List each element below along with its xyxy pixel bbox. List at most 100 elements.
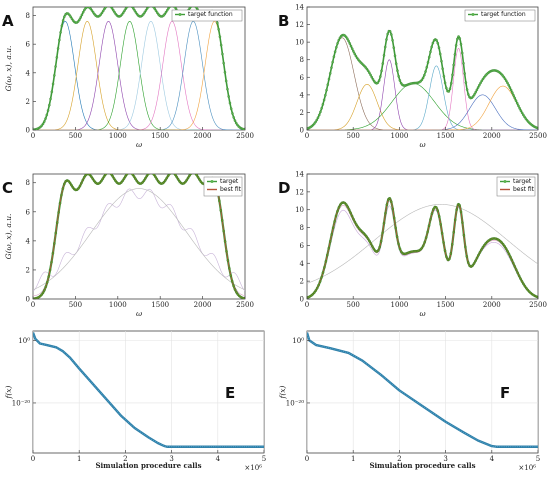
data-point xyxy=(350,214,354,218)
series-line-highlight xyxy=(33,332,264,448)
data-point xyxy=(426,230,429,234)
data-point xyxy=(355,56,359,60)
data-point xyxy=(437,215,441,218)
panel-letter: F xyxy=(500,384,510,402)
x-tick-label: 0 xyxy=(305,301,309,309)
data-point xyxy=(337,38,341,42)
data-point xyxy=(328,72,332,75)
data-point xyxy=(432,208,435,211)
x-tick-label: 4 xyxy=(216,455,221,463)
series-markers xyxy=(307,197,538,299)
data-point xyxy=(346,205,349,209)
data-point xyxy=(354,54,358,58)
data-point xyxy=(377,79,381,82)
y-tick-label: 12 xyxy=(295,188,304,196)
data-point xyxy=(112,8,115,12)
data-point xyxy=(170,7,172,8)
data-point xyxy=(376,81,380,84)
y-tick-label: 2 xyxy=(26,266,30,274)
data-point xyxy=(314,120,317,124)
data-point xyxy=(106,7,108,8)
component-line xyxy=(307,94,538,130)
data-point xyxy=(391,207,394,211)
data-point xyxy=(475,88,479,92)
chart-panel-a: 0 500 1000 1500 2000 2500 0 2 4 6 8 ω G(ω, x), a.u. A… xyxy=(2,6,254,149)
data-point xyxy=(111,174,114,178)
data-point xyxy=(316,116,320,119)
data-point xyxy=(372,247,376,251)
x-tick-label: 2 xyxy=(397,455,401,463)
data-point xyxy=(440,59,443,63)
data-point xyxy=(430,212,434,215)
data-point xyxy=(51,251,55,255)
component-line xyxy=(33,21,245,130)
data-point xyxy=(366,69,370,73)
legend-entry: best fit xyxy=(513,186,535,193)
data-point xyxy=(395,235,399,238)
data-point xyxy=(228,267,231,270)
data-point xyxy=(386,32,389,36)
data-point xyxy=(420,246,424,250)
data-point xyxy=(317,113,321,117)
data-point xyxy=(132,7,135,10)
data-point xyxy=(57,211,60,214)
data-point xyxy=(317,283,320,287)
x-tick-label: 0 xyxy=(31,132,35,140)
data-point xyxy=(384,211,387,215)
data-point xyxy=(53,242,56,245)
x-tick-label: 0 xyxy=(305,455,309,463)
data-point xyxy=(232,116,235,119)
data-point xyxy=(68,13,71,17)
y-tick-label: 0 xyxy=(26,296,30,304)
data-point xyxy=(188,174,191,177)
data-point xyxy=(475,256,479,260)
data-point xyxy=(461,221,464,224)
data-point xyxy=(326,83,330,86)
data-point xyxy=(174,174,177,177)
component-line xyxy=(33,21,245,130)
data-point xyxy=(459,43,463,46)
data-point xyxy=(48,103,51,107)
x-tick-label: 4 xyxy=(490,455,495,463)
data-point xyxy=(63,182,66,186)
component-line xyxy=(33,21,245,130)
data-point xyxy=(438,52,442,56)
component-line xyxy=(33,21,245,130)
data-point xyxy=(467,93,470,96)
data-point xyxy=(54,231,58,235)
data-point xyxy=(522,113,525,117)
data-point xyxy=(453,53,457,56)
data-point xyxy=(353,52,356,56)
data-point xyxy=(109,7,110,8)
data-point xyxy=(123,9,126,12)
x-axis-label: ω xyxy=(136,309,142,318)
data-point xyxy=(79,16,82,19)
data-point xyxy=(478,83,481,87)
data-point xyxy=(431,41,435,45)
y-tick-label: 10 xyxy=(295,206,304,214)
x-tick-label: 1500 xyxy=(437,132,455,140)
data-point xyxy=(89,7,92,11)
data-point xyxy=(231,112,234,115)
data-point xyxy=(43,120,46,123)
data-point xyxy=(98,181,102,185)
data-point xyxy=(90,9,94,12)
data-point xyxy=(369,242,373,245)
panel-letter: E xyxy=(225,384,235,402)
y-tick-label: 10⁻²⁰ xyxy=(286,399,304,407)
data-point xyxy=(333,50,337,54)
x-exponent: ×10⁶ xyxy=(518,464,536,472)
data-point xyxy=(50,260,53,264)
data-point xyxy=(420,78,424,82)
data-point xyxy=(226,87,229,91)
data-point xyxy=(398,79,402,82)
data-point xyxy=(55,56,59,59)
data-point xyxy=(507,252,511,256)
x-tick-label: 5 xyxy=(536,455,540,463)
data-point xyxy=(312,291,316,294)
data-point xyxy=(327,77,331,81)
data-point xyxy=(365,67,369,71)
y-tick-label: 6 xyxy=(300,74,305,82)
series-line xyxy=(307,332,538,448)
